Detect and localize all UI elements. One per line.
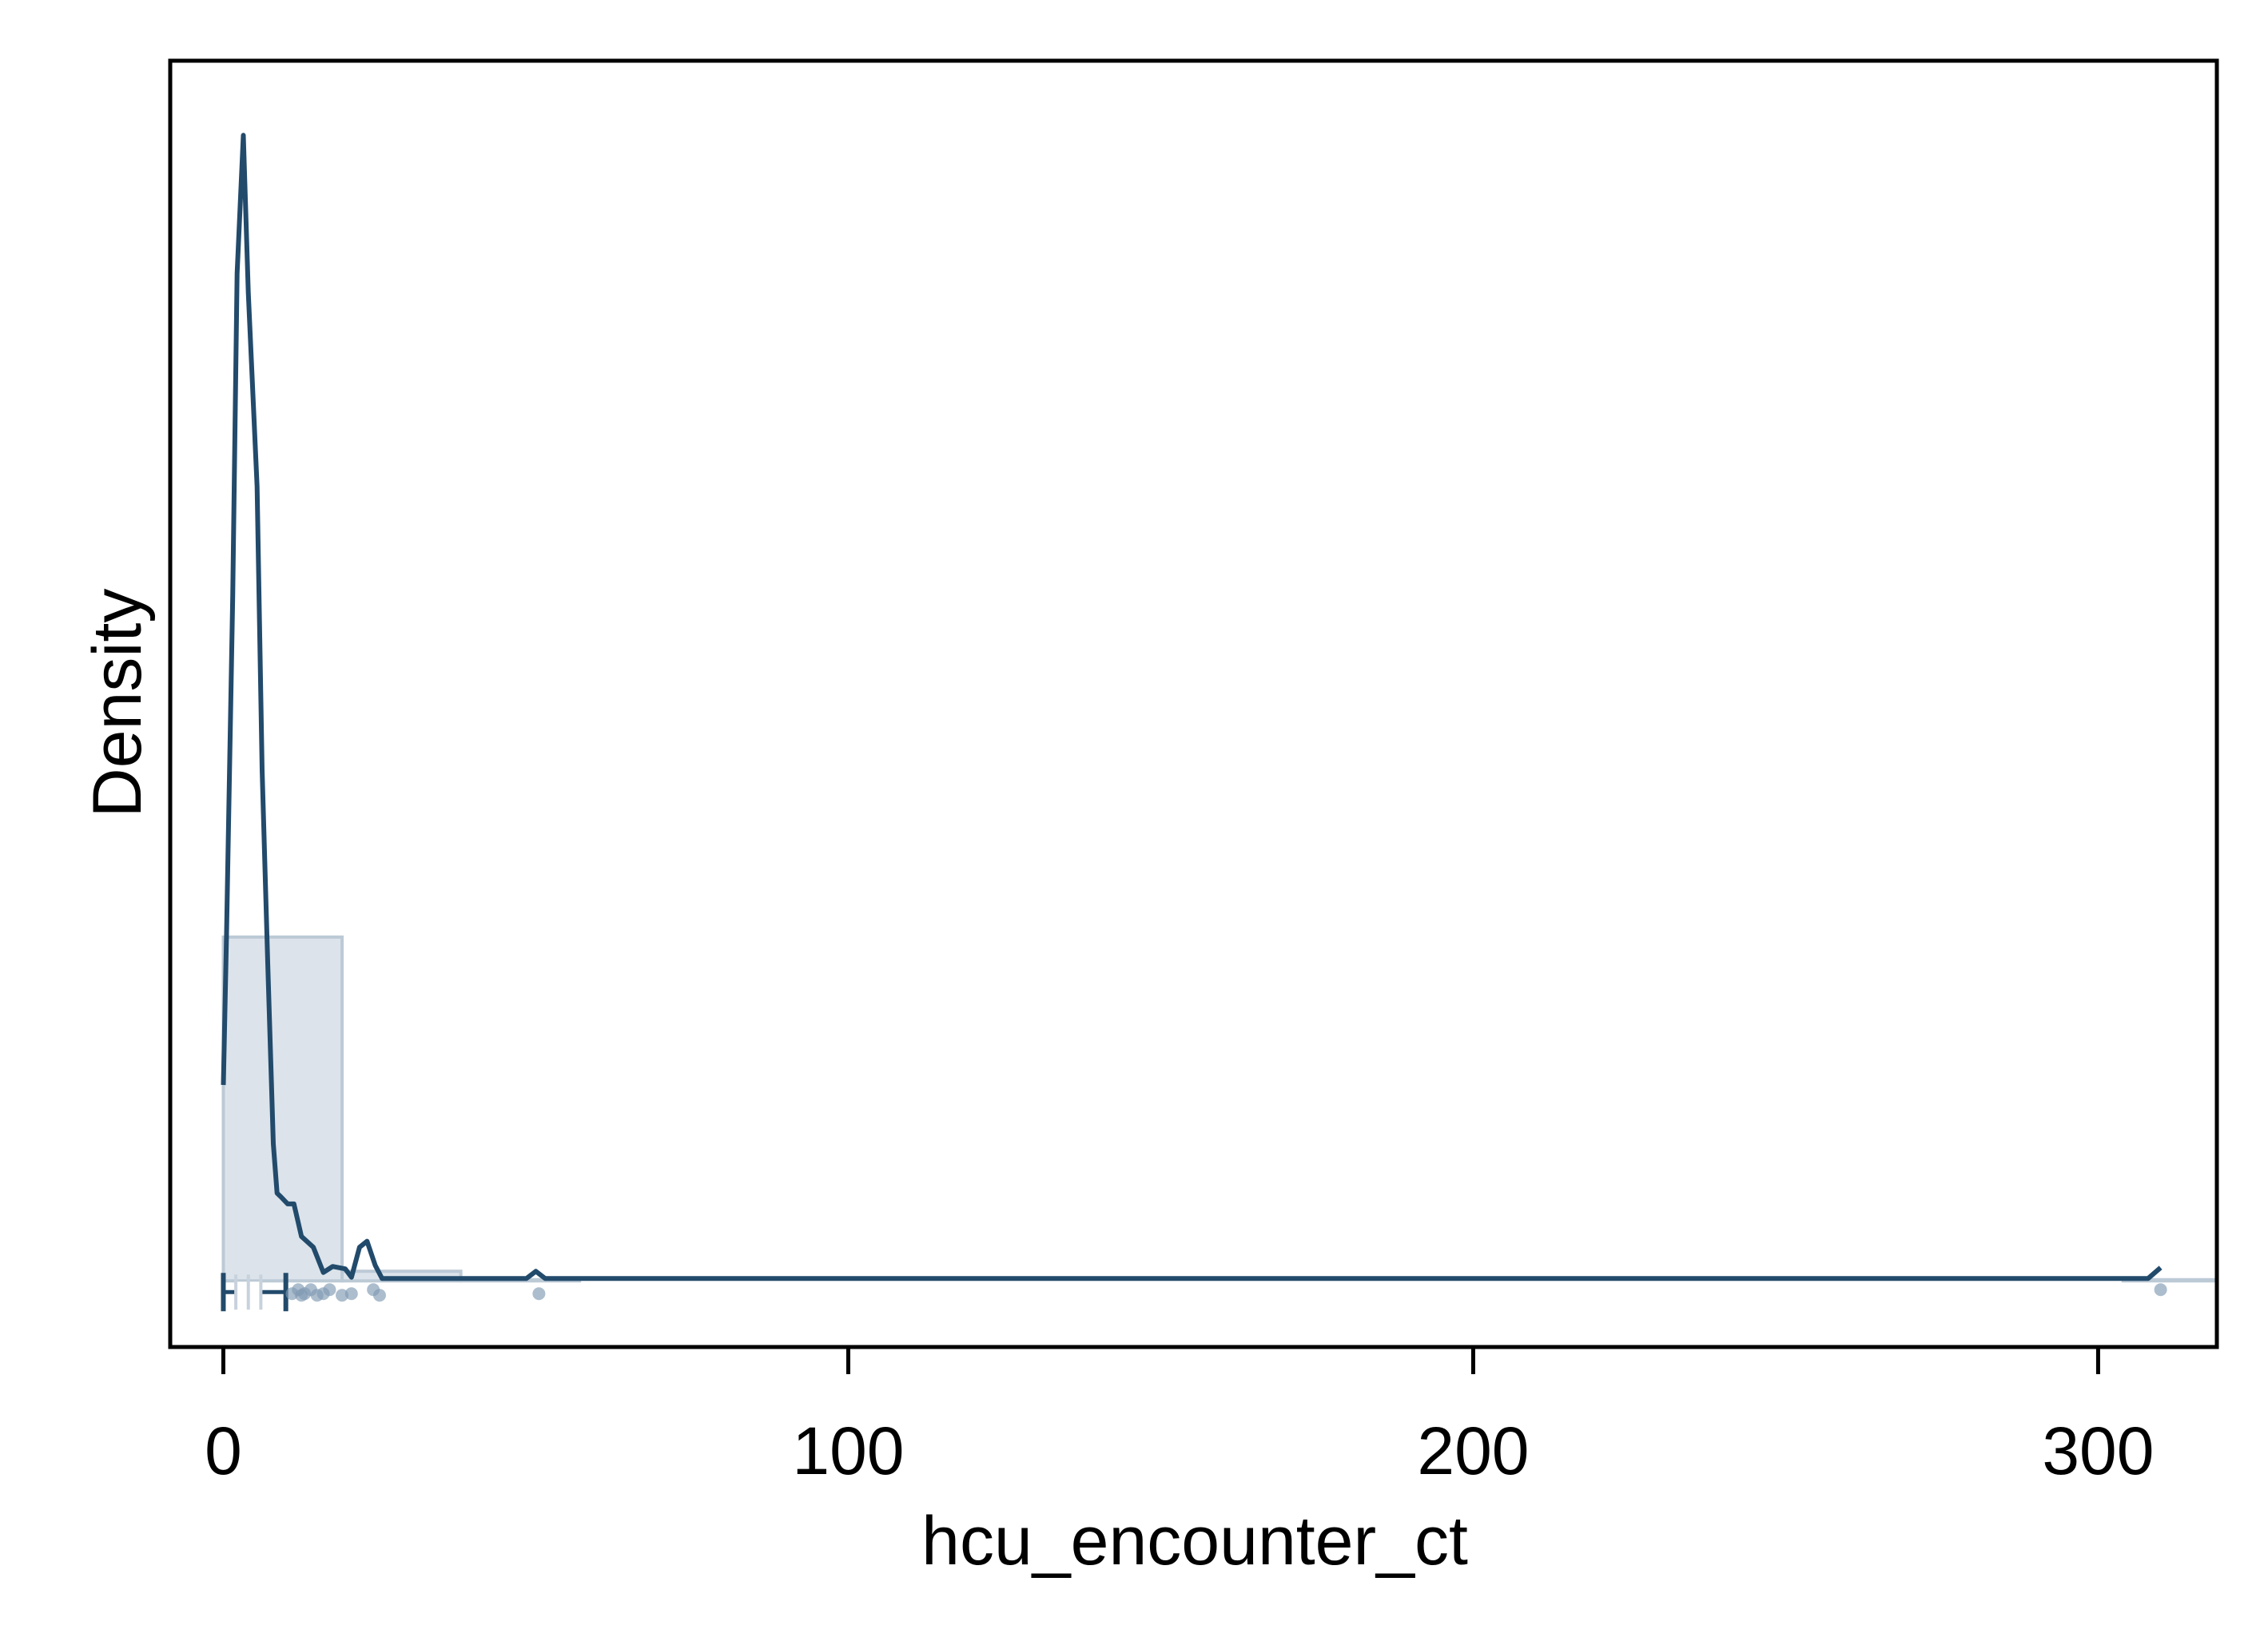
x-tick-label: 100 [792,1413,904,1488]
box-plot [221,1273,288,1312]
histogram-bars [221,935,2219,1283]
density-line [221,133,2163,1281]
outlier-point [532,1287,546,1301]
x-axis-title: hcu_encounter_ct [921,1503,1468,1579]
histogram-bar [221,935,344,1283]
outlier-point [323,1283,336,1297]
x-tick-label: 300 [2042,1413,2154,1488]
outlier-point [344,1287,358,1301]
x-tick-label: 0 [205,1413,242,1488]
outlier-points [285,1283,2167,1302]
x-tick-label: 200 [1417,1413,1529,1488]
outlier-point [2154,1283,2167,1297]
y-axis-title: Density [79,589,156,818]
x-axis: 0 100 200 300 [205,1347,2155,1488]
outlier-point [372,1289,386,1302]
plot-frame [168,58,2219,1349]
